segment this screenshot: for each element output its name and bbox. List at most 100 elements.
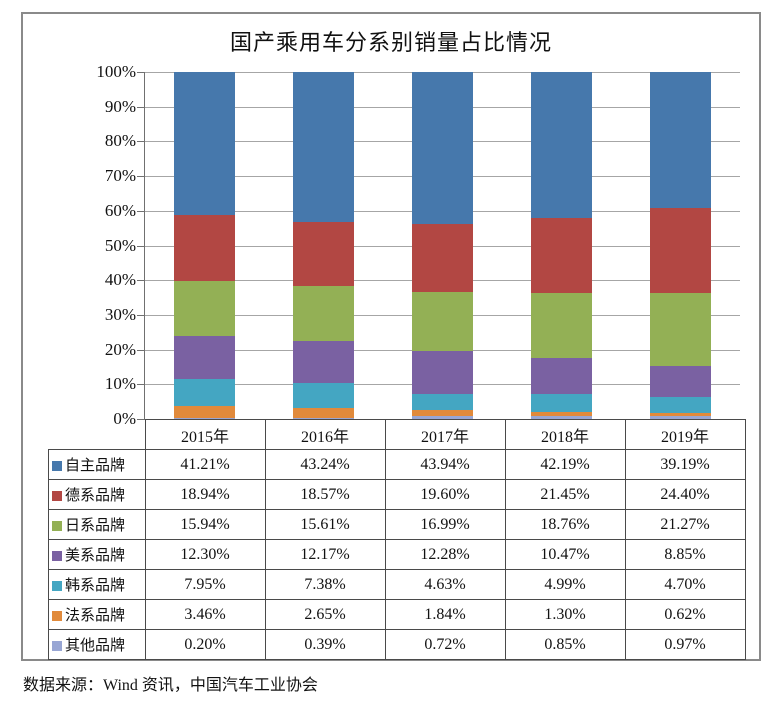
bar-segment-德系品牌	[650, 207, 711, 293]
bar-segment-美系品牌	[531, 357, 592, 395]
y-axis-tick	[137, 106, 145, 108]
value-cell: 4.99%	[504, 569, 626, 600]
year-header-cell: 2015年	[144, 419, 266, 450]
table-row: 德系品牌 18.94% 18.57% 19.60% 21.45% 24.40%	[48, 479, 746, 510]
y-axis-label: 100%	[96, 62, 136, 81]
bar-segment-韩系品牌	[412, 394, 473, 411]
bar-segment-德系品牌	[412, 224, 473, 293]
bar-segment-其他品牌	[650, 415, 711, 419]
series-name-label: 德系品牌	[65, 488, 126, 504]
table-row: 其他品牌 0.20% 0.39% 0.72% 0.85% 0.97%	[48, 629, 746, 660]
value-cell: 15.94%	[144, 509, 266, 540]
value-cell: 18.94%	[144, 479, 266, 510]
bar-segment-美系品牌	[174, 336, 235, 379]
value-cell: 8.85%	[624, 539, 746, 570]
bar-segment-韩系品牌	[293, 382, 354, 409]
value-cell: 0.39%	[264, 629, 386, 660]
chart-title: 国产乘用车分系别销量占比情况	[229, 30, 552, 55]
legend-swatch-icon	[52, 491, 62, 501]
value-cell: 4.70%	[624, 569, 746, 600]
y-axis-label: 40%	[104, 270, 136, 290]
bar-segment-德系品牌	[174, 214, 235, 281]
y-axis-label: 0%	[113, 409, 136, 428]
y-axis-tick	[137, 349, 145, 351]
bar-segment-日系品牌	[412, 292, 473, 352]
chart-frame: 国产乘用车分系别销量占比情况 2015年 2016年 2017年 2018年 2019年…	[21, 12, 761, 661]
series-name-label: 日系品牌	[65, 518, 126, 534]
legend-swatch-icon	[52, 581, 62, 591]
value-cell: 3.46%	[144, 599, 266, 630]
data-table: 2015年 2016年 2017年 2018年 2019年自主品牌 41.21% 43.24…	[48, 419, 746, 660]
bar-segment-德系品牌	[293, 222, 354, 287]
value-cell: 12.17%	[264, 539, 386, 570]
legend-cell: 德系品牌	[48, 479, 146, 510]
y-axis-tick	[137, 384, 145, 386]
value-cell: 12.28%	[384, 539, 506, 570]
y-axis-label: 80%	[104, 131, 136, 151]
value-cell: 41.21%	[144, 449, 266, 480]
bar-segment-自主品牌	[650, 72, 711, 208]
value-cell: 0.72%	[384, 629, 506, 660]
bar-segment-法系品牌	[412, 410, 473, 417]
value-cell: 1.30%	[504, 599, 626, 630]
year-header-cell: 2019年	[624, 419, 746, 450]
y-axis-label: 50%	[104, 235, 136, 255]
legend-swatch-icon	[52, 641, 62, 651]
value-cell: 12.30%	[144, 539, 266, 570]
year-header-cell: 2017年	[384, 419, 506, 450]
series-name-label: 法系品牌	[65, 608, 126, 624]
stacked-bar-2016年	[293, 72, 354, 419]
legend-cell: 日系品牌	[48, 509, 146, 540]
y-axis-label: 90%	[104, 96, 136, 116]
legend-cell: 其他品牌	[48, 629, 146, 660]
y-axis-tick	[137, 245, 145, 247]
y-axis-tick	[137, 72, 145, 73]
value-cell: 1.84%	[384, 599, 506, 630]
value-cell: 39.19%	[624, 449, 746, 480]
y-axis-tick	[137, 176, 145, 178]
value-cell: 0.62%	[624, 599, 746, 630]
value-cell: 18.76%	[504, 509, 626, 540]
table-header-row: 2015年 2016年 2017年 2018年 2019年	[49, 419, 746, 450]
bar-segment-其他品牌	[174, 418, 235, 419]
value-cell: 18.57%	[264, 479, 386, 510]
y-axis-label: 10%	[104, 374, 136, 394]
value-cell: 21.27%	[624, 509, 746, 540]
bar-segment-自主品牌	[531, 72, 592, 219]
y-axis-tick	[137, 314, 145, 316]
bar-segment-自主品牌	[174, 72, 235, 215]
bar-segment-日系品牌	[531, 292, 592, 358]
data-source-note: 数据来源：Wind 资讯，中国汽车工业协会	[23, 677, 318, 694]
series-name-label: 自主品牌	[65, 458, 126, 474]
bar-segment-韩系品牌	[650, 397, 711, 414]
y-axis-tick	[137, 280, 145, 282]
value-cell: 2.65%	[264, 599, 386, 630]
value-cell: 10.47%	[504, 539, 626, 570]
y-axis-label: 60%	[104, 200, 136, 220]
bar-segment-其他品牌	[531, 416, 592, 419]
legend-swatch-icon	[52, 611, 62, 621]
legend-cell: 法系品牌	[48, 599, 146, 630]
year-header-cell: 2016年	[264, 419, 386, 450]
table-row: 日系品牌 15.94% 15.61% 16.99% 18.76% 21.27%	[48, 509, 746, 540]
bar-segment-法系品牌	[293, 408, 354, 418]
bar-segment-其他品牌	[412, 416, 473, 419]
y-axis-label: 70%	[104, 166, 136, 186]
bar-segment-韩系品牌	[531, 394, 592, 412]
bar-segment-日系品牌	[650, 292, 711, 367]
y-axis-tick	[137, 141, 145, 143]
value-cell: 43.24%	[264, 449, 386, 480]
value-cell: 7.38%	[264, 569, 386, 600]
table-row: 自主品牌 41.21% 43.24% 43.94% 42.19% 39.19%	[48, 449, 746, 480]
stacked-bar-2019年	[650, 72, 711, 419]
value-cell: 0.20%	[144, 629, 266, 660]
bar-segment-美系品牌	[293, 340, 354, 383]
legend-cell: 美系品牌	[48, 539, 146, 570]
stacked-bar-2015年	[174, 72, 235, 419]
legend-swatch-icon	[52, 521, 62, 531]
value-cell: 7.95%	[144, 569, 266, 600]
legend-swatch-icon	[52, 551, 62, 561]
bar-segment-日系品牌	[293, 286, 354, 341]
bar-segment-法系品牌	[531, 411, 592, 417]
